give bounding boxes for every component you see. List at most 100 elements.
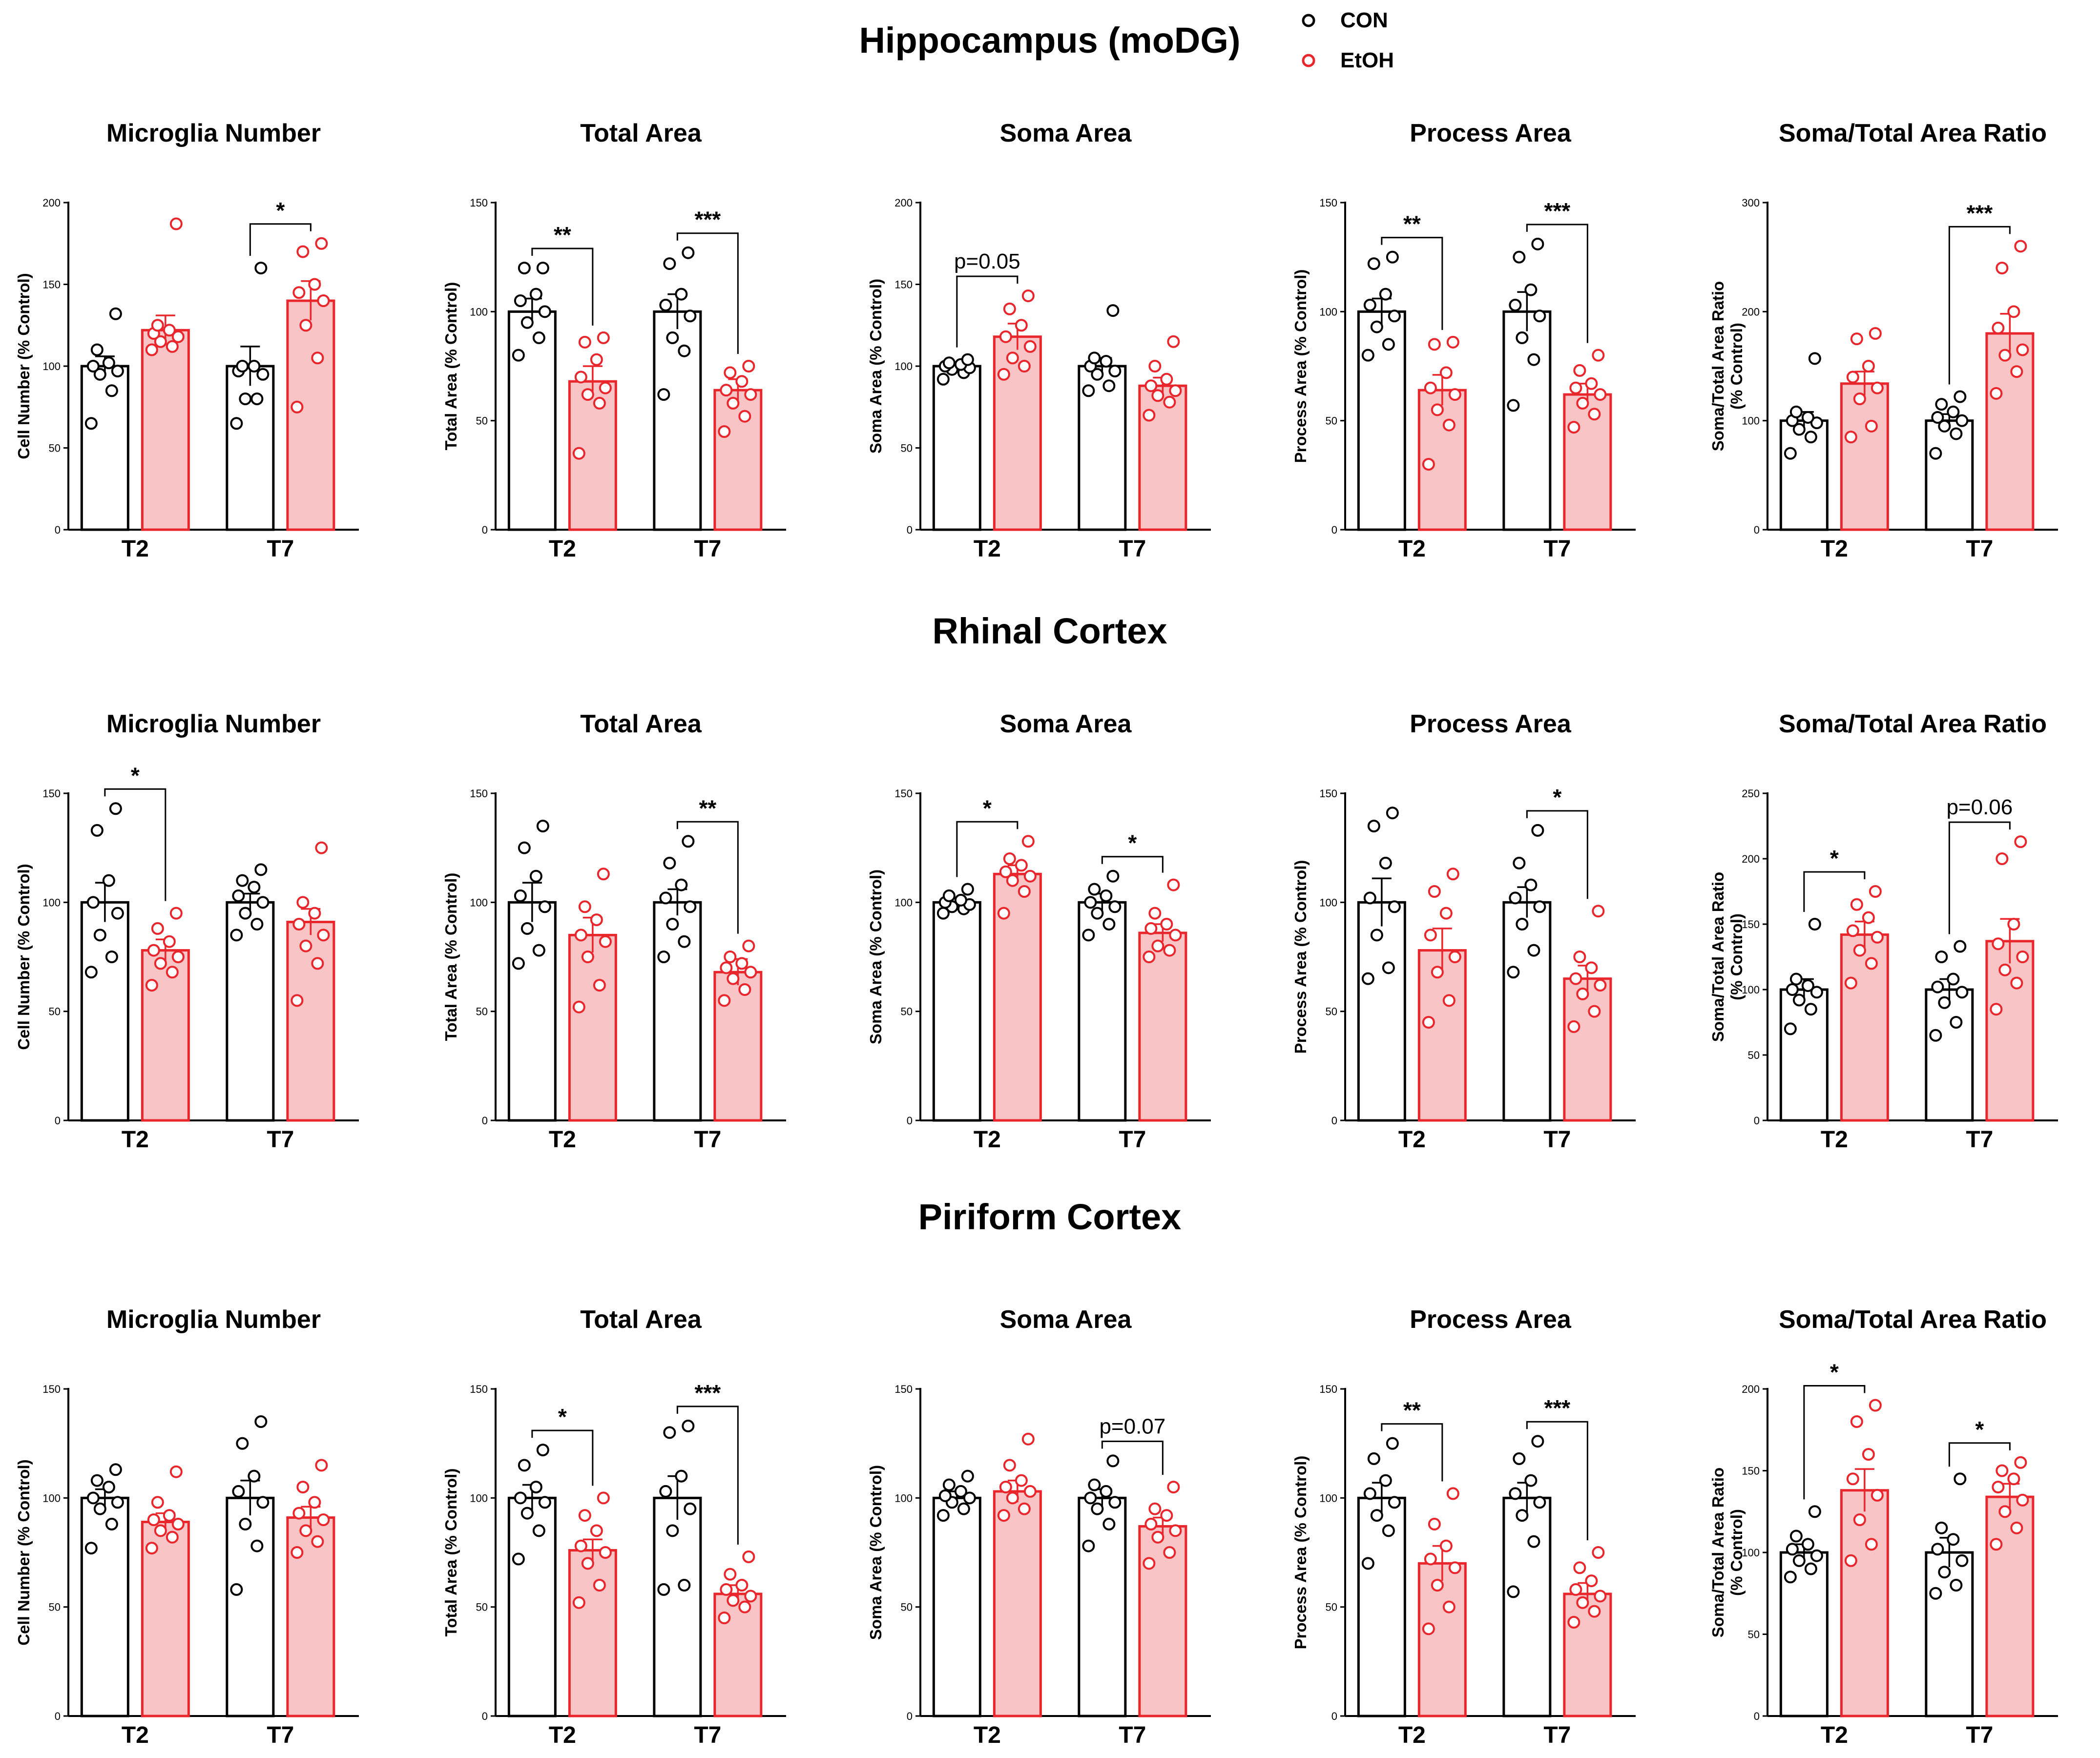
- point-con-t2: [1363, 891, 1376, 905]
- point-etoh-t7: [1148, 907, 1162, 920]
- point-etoh-t7: [292, 1507, 306, 1520]
- x-tick-label-t7: T7: [267, 1722, 294, 1748]
- point-etoh-t2: [578, 900, 591, 913]
- point-con-t2: [532, 1524, 545, 1537]
- x-tick-label-t2: T2: [122, 1722, 149, 1748]
- point-con-t7: [254, 1415, 268, 1428]
- point-etoh-t7: [720, 1583, 733, 1596]
- point-con-t2: [1361, 1557, 1374, 1570]
- point-etoh-t7: [1169, 384, 1182, 397]
- point-con-t2: [1379, 288, 1392, 301]
- point-etoh-t7: [299, 1524, 312, 1537]
- significance-label: ***: [1544, 198, 1570, 224]
- point-con-t2: [529, 869, 542, 883]
- point-con-t2: [532, 331, 545, 344]
- point-con-t2: [1808, 352, 1821, 365]
- y-axis-label: Total Area (% Control): [442, 873, 460, 1041]
- point-etoh-t2: [166, 340, 179, 353]
- point-con-t2: [93, 368, 106, 381]
- point-con-t2: [1808, 1505, 1821, 1518]
- significance-label: *: [1553, 785, 1561, 810]
- point-con-t7: [248, 360, 261, 372]
- point-con-t2: [1361, 349, 1374, 362]
- point-con-t7: [684, 310, 697, 323]
- point-con-t2: [512, 1552, 525, 1566]
- significance-label: p=0.06: [1946, 795, 2013, 819]
- significance-label: *: [1830, 846, 1839, 871]
- point-etoh-t7: [727, 1594, 740, 1607]
- point-con-t7: [230, 929, 243, 942]
- y-tick-label: 50: [1326, 1006, 1337, 1018]
- point-etoh-t7: [742, 360, 755, 372]
- bar-con-t2: [507, 310, 557, 531]
- point-etoh-t2: [145, 979, 158, 992]
- y-tick-label: 150: [470, 197, 488, 209]
- y-tick-label: 150: [470, 787, 488, 800]
- point-etoh-t2: [581, 951, 594, 963]
- point-con-t7: [1947, 972, 1960, 986]
- significance-label: *: [1128, 830, 1137, 856]
- point-con-t2: [1379, 1474, 1392, 1487]
- point-etoh-t2: [1015, 859, 1028, 872]
- point-etoh-t2: [597, 331, 610, 344]
- y-axis-label: Process Area (% Control): [1291, 269, 1310, 463]
- region-title-rhinal-cortex: Rhinal Cortex: [932, 611, 1167, 651]
- point-con-t7: [1513, 856, 1526, 869]
- x-tick-label-t2: T2: [122, 536, 149, 562]
- significance-label: ***: [694, 1380, 721, 1406]
- point-con-t7: [1931, 980, 1944, 993]
- y-tick-label: 100: [1319, 306, 1337, 318]
- point-con-t2: [1388, 900, 1401, 913]
- x-tick-label-t7: T7: [694, 1722, 721, 1748]
- y-tick-label: 50: [1748, 1049, 1760, 1061]
- point-etoh-t7: [727, 972, 740, 985]
- y-axis-label: Cell Number (% Control): [15, 864, 33, 1050]
- point-etoh-t2: [147, 1513, 160, 1526]
- point-etoh-t2: [1021, 835, 1035, 848]
- point-con-t2: [536, 820, 549, 832]
- significance-bracket: [1948, 226, 2011, 385]
- point-con-t2: [1386, 250, 1399, 264]
- point-etoh-t2: [578, 1509, 591, 1522]
- point-etoh-t2: [578, 335, 591, 349]
- point-etoh-t2: [999, 865, 1012, 878]
- point-con-t2: [1786, 1543, 1799, 1556]
- x-tick-label-t7: T7: [694, 536, 721, 562]
- y-tick-label: 50: [901, 1006, 913, 1018]
- y-tick-label: 50: [901, 1601, 913, 1613]
- point-con-t7: [678, 935, 691, 948]
- point-etoh-t7: [1143, 951, 1156, 963]
- point-con-t2: [942, 356, 956, 370]
- bar-con-t2: [932, 901, 981, 1122]
- significance-bracket: [249, 223, 312, 256]
- point-con-t7: [1509, 891, 1522, 905]
- y-tick-label: 50: [476, 1601, 488, 1613]
- point-etoh-t2: [1424, 381, 1437, 394]
- y-axis-label: Total Area (% Control): [442, 1468, 460, 1637]
- point-con-t7: [236, 874, 249, 887]
- bar-con-t7: [1925, 419, 1974, 531]
- point-etoh-t2: [1862, 1448, 1875, 1461]
- point-con-t7: [239, 393, 252, 405]
- y-tick-label: 200: [42, 197, 61, 209]
- point-con-t2: [1388, 310, 1401, 323]
- point-etoh-t7: [296, 896, 310, 909]
- point-con-t2: [961, 353, 974, 366]
- point-etoh-t7: [1148, 1502, 1162, 1515]
- bar-etoh-t7: [1138, 931, 1187, 1122]
- point-etoh-t2: [1448, 388, 1461, 401]
- point-con-t2: [520, 316, 534, 329]
- point-etoh-t7: [308, 1496, 321, 1509]
- point-con-t7: [1509, 298, 1522, 311]
- point-con-t2: [111, 1496, 124, 1509]
- point-etoh-t7: [1998, 349, 2012, 362]
- point-con-t2: [1784, 1022, 1797, 1035]
- point-etoh-t7: [308, 278, 321, 291]
- point-etoh-t7: [720, 961, 733, 974]
- point-etoh-t7: [292, 286, 306, 299]
- x-tick-label-t7: T7: [1966, 1722, 1993, 1748]
- point-etoh-t2: [590, 353, 603, 366]
- point-etoh-t2: [151, 1496, 164, 1509]
- point-etoh-t7: [744, 1590, 757, 1603]
- point-con-t7: [682, 1419, 695, 1432]
